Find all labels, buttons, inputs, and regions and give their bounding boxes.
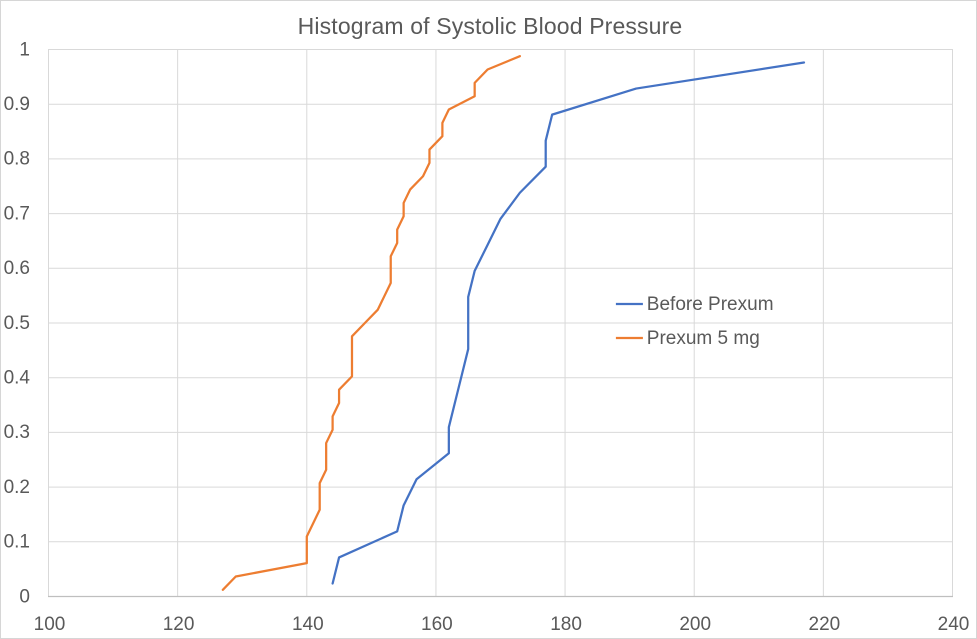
svg-text:220: 220 (809, 614, 841, 635)
svg-text:Prexum 5 mg: Prexum 5 mg (647, 328, 760, 349)
svg-text:0.7: 0.7 (4, 203, 30, 224)
svg-text:140: 140 (292, 614, 324, 635)
svg-text:100: 100 (34, 614, 66, 635)
svg-text:1: 1 (19, 39, 30, 60)
svg-text:0.9: 0.9 (4, 94, 30, 115)
svg-text:0.1: 0.1 (4, 532, 30, 553)
svg-text:0.3: 0.3 (4, 422, 30, 443)
svg-text:200: 200 (679, 614, 711, 635)
svg-text:Histogram of Systolic Blood Pr: Histogram of Systolic Blood Pressure (298, 13, 683, 39)
svg-text:120: 120 (163, 614, 195, 635)
svg-text:0.5: 0.5 (4, 313, 30, 334)
svg-text:Before Prexum: Before Prexum (647, 294, 774, 315)
svg-text:0: 0 (19, 586, 30, 607)
svg-text:0.2: 0.2 (4, 477, 30, 498)
svg-text:160: 160 (421, 614, 453, 635)
svg-text:0.6: 0.6 (4, 258, 30, 279)
svg-text:240: 240 (938, 614, 970, 635)
svg-text:180: 180 (550, 614, 582, 635)
svg-text:0.4: 0.4 (4, 368, 31, 389)
svg-text:0.8: 0.8 (4, 149, 30, 170)
